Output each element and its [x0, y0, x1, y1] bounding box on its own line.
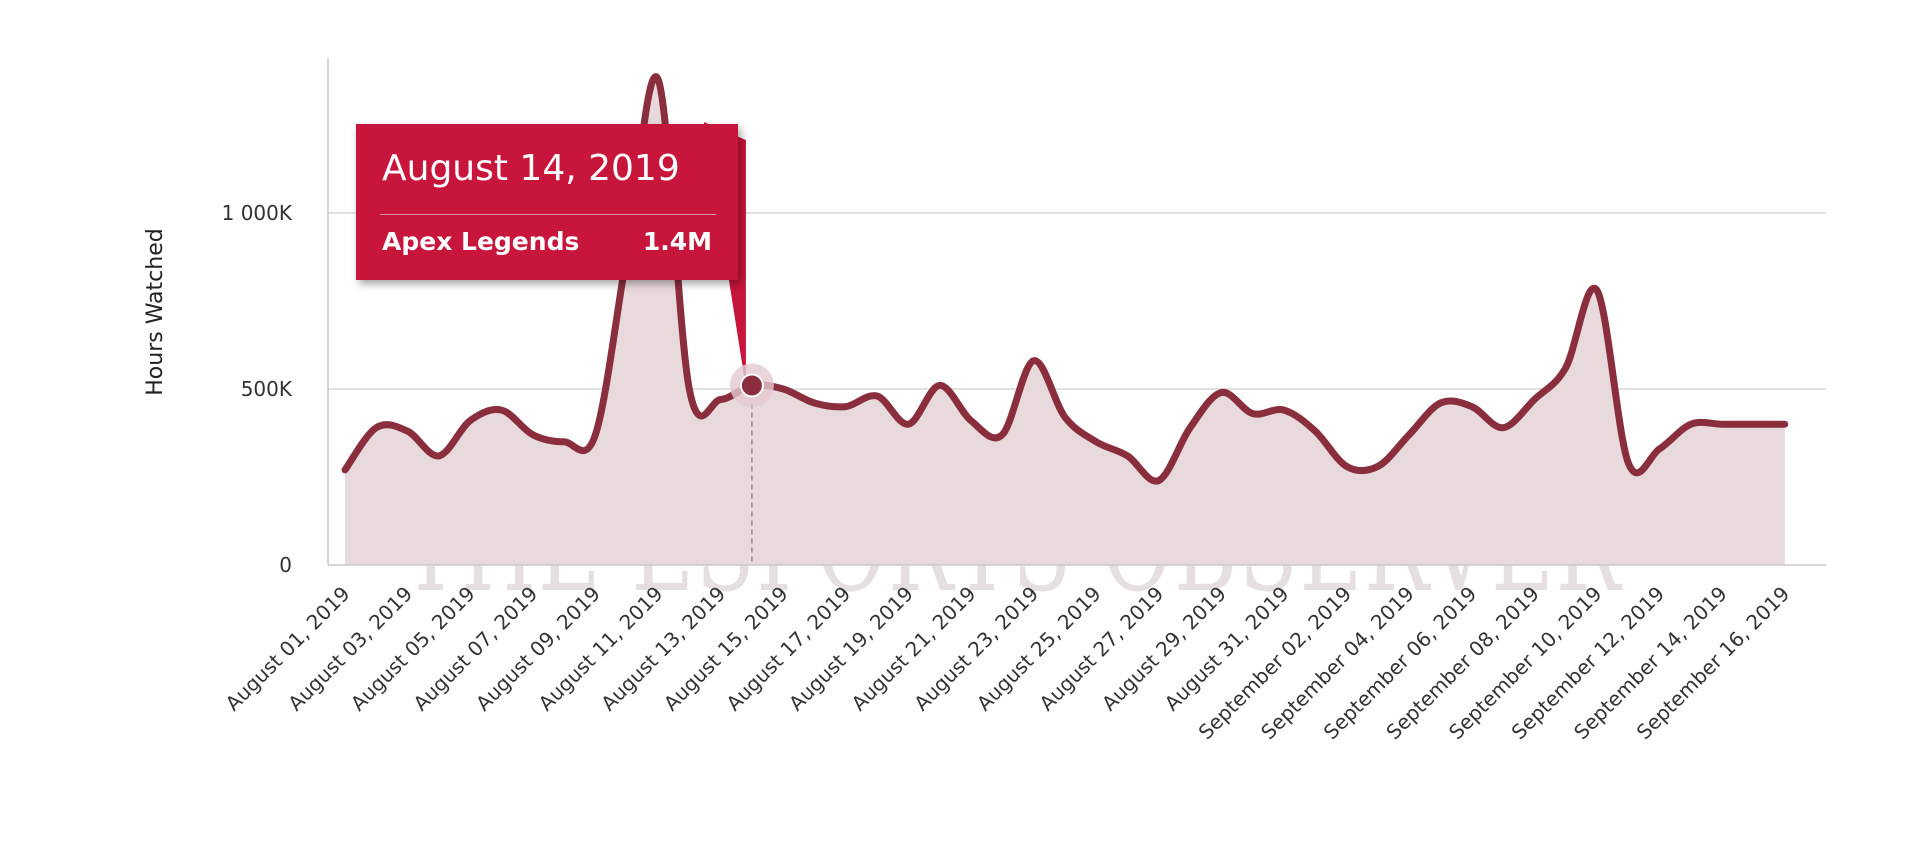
- hover-point: [739, 373, 764, 398]
- tooltip-divider: [380, 214, 716, 215]
- tooltip-value: 1.4M: [642, 227, 712, 256]
- y-tick-labels: 0 500K 1 000K: [222, 201, 293, 577]
- tooltip-series-name: Apex Legends: [382, 227, 580, 256]
- tooltip: August 14, 2019 Apex Legends 1.4M: [356, 124, 738, 280]
- area-layer: [341, 73, 1789, 565]
- y-axis-title: Hours Watched: [143, 228, 168, 395]
- y-tick-label: 500K: [241, 377, 293, 401]
- axes: [327, 58, 1826, 566]
- series-area-apex-legends: [345, 76, 1785, 565]
- y-tick-label: 0: [279, 553, 292, 577]
- tooltip-date: August 14, 2019: [382, 148, 680, 189]
- series-line-apex-legends: [341, 73, 1789, 485]
- y-tick-label: 1 000K: [222, 201, 293, 225]
